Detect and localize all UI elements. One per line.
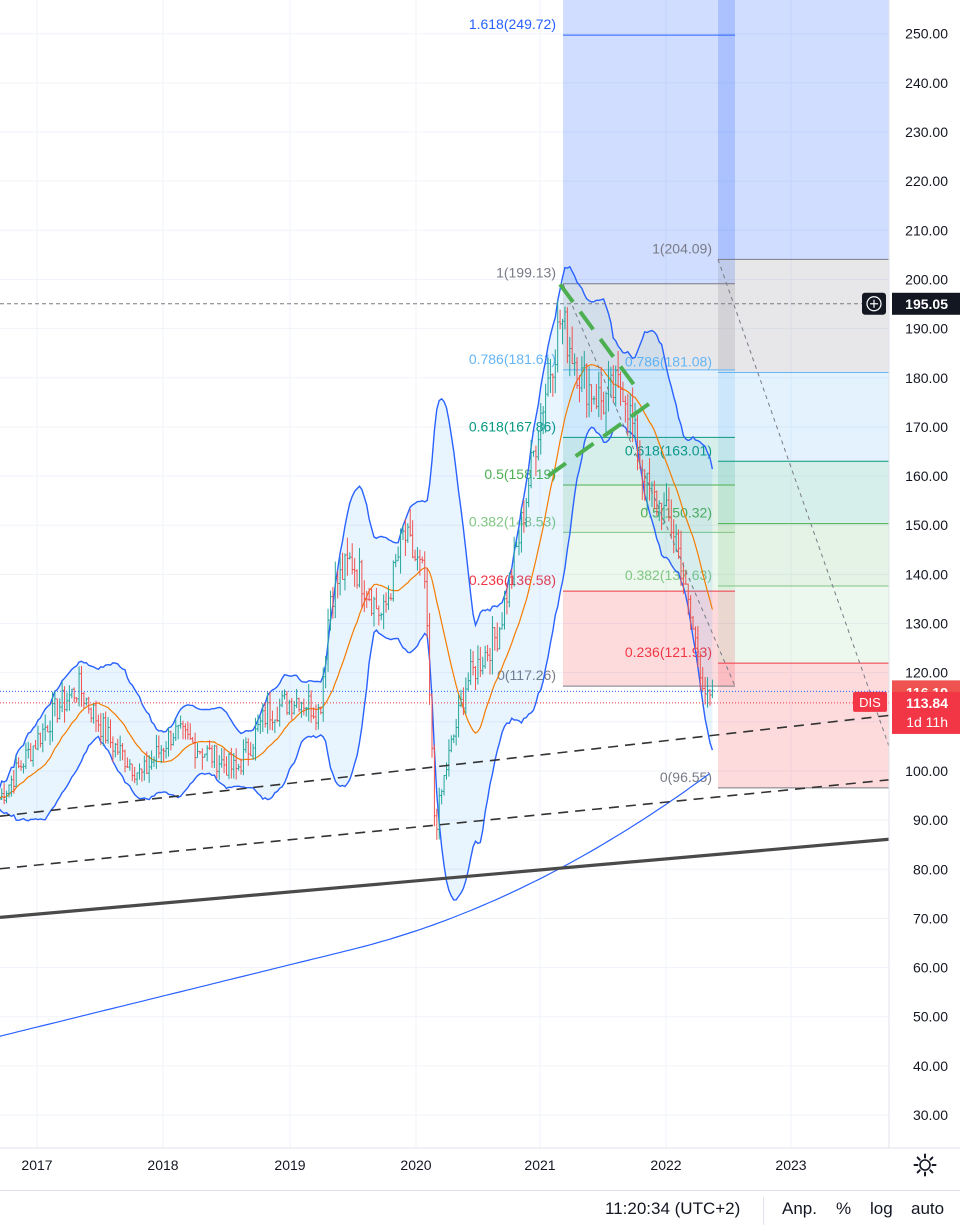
fib-zone <box>718 372 889 461</box>
price-chart[interactable]: 1.618(249.72)1(199.13)0.786(181.61)0.618… <box>0 0 960 1190</box>
y-tick-label: 120.00 <box>905 665 948 681</box>
x-tick-label: 2020 <box>400 1157 431 1173</box>
y-tick-label: 100.00 <box>905 763 948 779</box>
adjust-data-toggle[interactable]: Anp. <box>782 1199 817 1219</box>
clock-time[interactable]: 11:20:34 (UTC+2) <box>605 1199 740 1219</box>
fib-level-label: 0.786(181.61) <box>469 351 556 367</box>
y-tick-label: 230.00 <box>905 124 948 140</box>
y-tick-label: 130.00 <box>905 616 948 632</box>
settings-gear-icon[interactable] <box>912 1152 938 1178</box>
y-tick-label: 80.00 <box>913 861 948 877</box>
y-tick-label: 50.00 <box>913 1009 948 1025</box>
x-tick-label: 2023 <box>775 1157 806 1173</box>
candle <box>436 809 438 840</box>
y-tick-label: 220.00 <box>905 173 948 189</box>
y-tick-label: 210.00 <box>905 222 948 238</box>
crosshair-price-label: 195.05 <box>905 296 948 312</box>
fib-zone <box>718 461 889 523</box>
fib-level-label: 1(204.09) <box>652 240 712 256</box>
y-tick-label: 60.00 <box>913 960 948 976</box>
y-tick-label: 250.00 <box>905 26 948 42</box>
y-tick-label: 140.00 <box>905 566 948 582</box>
x-tick-label: 2018 <box>147 1157 178 1173</box>
fib-level-label: 1(199.13) <box>496 265 556 281</box>
y-tick-label: 90.00 <box>913 812 948 828</box>
y-tick-label: 40.00 <box>913 1058 948 1074</box>
x-tick-label: 2022 <box>650 1157 681 1173</box>
y-tick-label: 190.00 <box>905 321 948 337</box>
log-scale-toggle[interactable]: log <box>870 1199 893 1219</box>
fib-level-label: 1.618(249.72) <box>469 16 556 32</box>
fib-zone <box>718 586 889 663</box>
symbol-label: DIS <box>859 695 881 710</box>
bar-countdown: 1d 11h <box>906 714 948 730</box>
fib-zone <box>718 259 889 372</box>
y-tick-label: 240.00 <box>905 75 948 91</box>
y-tick-label: 170.00 <box>905 419 948 435</box>
divider <box>763 1197 764 1225</box>
long-moving-average <box>0 774 710 1037</box>
fib-zone <box>718 0 889 259</box>
y-tick-label: 30.00 <box>913 1107 948 1123</box>
percent-scale-toggle[interactable]: % <box>836 1199 851 1219</box>
y-tick-label: 70.00 <box>913 910 948 926</box>
x-tick-label: 2021 <box>524 1157 555 1173</box>
auto-scale-toggle[interactable]: auto <box>911 1199 944 1219</box>
x-tick-label: 2019 <box>274 1157 305 1173</box>
current-price-label: 113.84 <box>906 695 948 711</box>
fib-zone <box>718 524 889 586</box>
chart-canvas[interactable]: 1.618(249.72)1(199.13)0.786(181.61)0.618… <box>0 0 960 1190</box>
y-tick-label: 200.00 <box>905 271 948 287</box>
y-tick-label: 180.00 <box>905 370 948 386</box>
y-tick-label: 150.00 <box>905 517 948 533</box>
chart-status-bar: 11:20:34 (UTC+2) Anp. % log auto <box>0 1190 960 1231</box>
y-tick-label: 160.00 <box>905 468 948 484</box>
x-tick-label: 2017 <box>21 1157 52 1173</box>
